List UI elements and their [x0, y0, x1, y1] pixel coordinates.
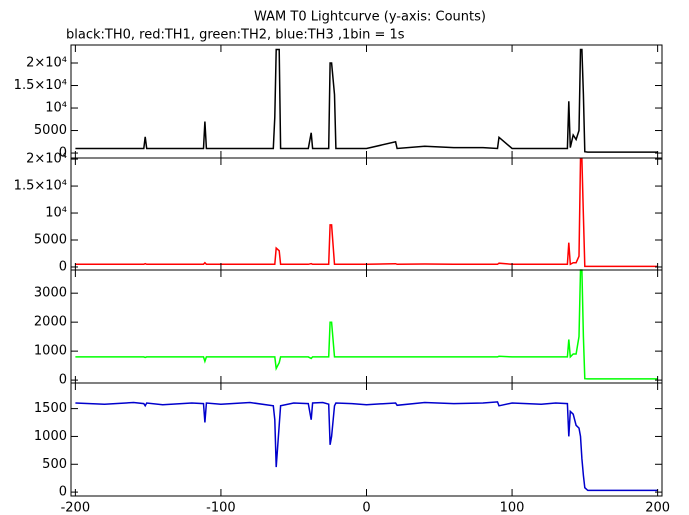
panel-frame: [70, 157, 663, 271]
x-tick-label: 100: [500, 501, 525, 515]
y-tick-label: 1.5×10⁴: [14, 78, 67, 93]
series-line: [75, 401, 658, 492]
panel-frame: [70, 382, 663, 497]
y-tick-label: 0: [59, 146, 67, 161]
panel-frame: [70, 269, 663, 384]
y-tick-label: 2×10⁴: [26, 56, 67, 71]
y-tick-label: 2×10⁴: [26, 152, 67, 167]
y-tick-label: 0: [59, 485, 67, 500]
chart-subtitle: black:TH0, red:TH1, green:TH2, blue:TH3 …: [66, 28, 405, 43]
y-tick-label: 1.5×10⁴: [14, 179, 67, 194]
y-tick-label: 3000: [34, 286, 67, 301]
x-tick-label: 0: [362, 501, 370, 515]
series-line: [75, 158, 658, 268]
series-line: [75, 48, 658, 153]
y-tick-label: 1000: [34, 429, 67, 444]
y-tick-label: 10⁴: [45, 101, 67, 116]
x-tick-label: -100: [206, 501, 236, 515]
y-tick-label: 2000: [34, 315, 67, 330]
chart-title: WAM T0 Lightcurve (y-axis: Counts): [254, 10, 486, 25]
y-tick-label: 1500: [34, 401, 67, 416]
y-tick-label: 5000: [34, 233, 67, 248]
series-line: [75, 269, 658, 380]
y-tick-label: 0: [59, 259, 67, 274]
y-tick-label: 500: [42, 457, 67, 472]
x-tick-label: -200: [61, 501, 91, 515]
y-tick-label: 1000: [34, 344, 67, 359]
y-tick-label: 10⁴: [45, 206, 67, 221]
panel-frame: [70, 44, 663, 159]
y-tick-label: 5000: [34, 123, 67, 138]
x-tick-label: 200: [645, 501, 670, 515]
y-tick-label: 0: [59, 373, 67, 388]
